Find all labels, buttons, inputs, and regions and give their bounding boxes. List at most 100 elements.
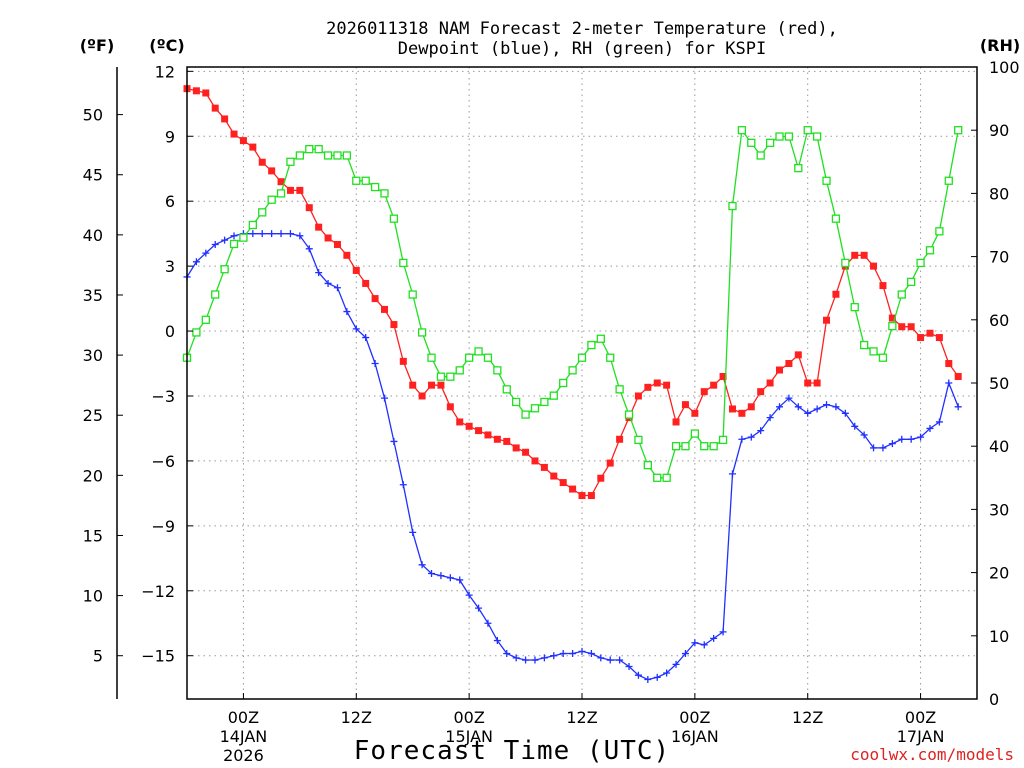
temperature-point [503, 437, 511, 445]
celsius-axis-label: (ºC) [149, 36, 184, 55]
temperature-point [653, 379, 661, 387]
temperature-point [879, 282, 887, 290]
temperature-point [221, 115, 229, 123]
rh-point [201, 315, 210, 324]
temperature-point [738, 409, 746, 417]
rh-point [662, 473, 671, 482]
dewpoint-point [625, 663, 633, 671]
rh-line [186, 128, 959, 479]
rh-point [756, 151, 765, 160]
rh-point [803, 126, 812, 135]
rh-point [728, 201, 737, 211]
dewpoint-point [211, 240, 219, 248]
dewpoint-point [907, 435, 915, 443]
rh-point [916, 258, 925, 268]
rh-point [643, 461, 652, 470]
rh-point [502, 385, 511, 394]
dewpoint-point [390, 437, 398, 445]
rh-point [784, 132, 794, 141]
x-tick-year: 2026 [223, 746, 264, 765]
rh-point [295, 151, 305, 160]
dewpoint-point [785, 394, 793, 402]
temperature-point [484, 431, 492, 439]
series-layer [182, 85, 963, 684]
rh-point [765, 138, 775, 147]
rh-point [248, 220, 257, 230]
celsius-tick-label: −3 [151, 387, 175, 406]
temperature-point [691, 409, 699, 417]
rh-point [427, 353, 436, 362]
dewpoint-point [512, 654, 520, 662]
dewpoint-point [277, 230, 285, 238]
temperature-point [371, 295, 379, 303]
dewpoint-point [728, 470, 736, 478]
rh-tick-label: 50 [989, 374, 1009, 393]
rh-point [474, 347, 483, 356]
temperature-point [860, 251, 868, 259]
temperature-point [512, 444, 520, 452]
temperature-point [249, 143, 257, 151]
dewpoint-point [324, 279, 332, 287]
rh-point [690, 429, 700, 438]
dewpoint-point [757, 427, 765, 435]
temperature-point [700, 388, 708, 396]
rh-point [812, 132, 822, 141]
dewpoint-point [644, 676, 652, 684]
fahrenheit-tick-label: 15 [83, 526, 103, 545]
chart-title-line2: Dewpoint (blue), RH (green) for KSPI [398, 39, 766, 59]
rh-point [841, 258, 850, 268]
temperature-point [785, 360, 793, 368]
temperature-point [428, 381, 436, 389]
temperature-point [672, 418, 680, 426]
dewpoint-point [221, 236, 229, 244]
rh-point [446, 372, 455, 381]
rh-point [944, 176, 953, 185]
rh-point [229, 239, 239, 249]
temperature-point [813, 379, 821, 387]
x-tick-label: 00Z [453, 708, 484, 727]
temperature-point [409, 381, 417, 389]
temperature-point [286, 186, 294, 194]
rh-point [587, 340, 596, 350]
temperature-point [305, 204, 313, 212]
rh-point [211, 290, 220, 299]
temperature-point [644, 383, 652, 391]
fahrenheit-tick-label: 30 [83, 346, 103, 365]
fahrenheit-tick-label: 20 [83, 466, 103, 485]
fahrenheit-tick-label: 35 [83, 286, 103, 305]
rh-point [521, 410, 530, 419]
x-tick-label: 12Z [341, 708, 372, 727]
rh-point [389, 214, 399, 223]
temperature-point [381, 305, 388, 313]
dewpoint-point [898, 435, 906, 443]
x-tick-label: 00Z [905, 708, 936, 727]
temperature-point [192, 87, 200, 95]
dewpoint-point [559, 650, 567, 658]
x-tick-date: 16JAN [671, 727, 719, 746]
temperature-point [277, 178, 285, 186]
temperature-point [569, 485, 577, 493]
temperature-point [390, 321, 398, 329]
rh-point [530, 404, 540, 413]
dewpoint-point [672, 660, 680, 668]
dewpoint-point [493, 637, 501, 645]
fahrenheit-axis-label: (ºF) [80, 36, 115, 55]
rh-point [859, 340, 869, 350]
fahrenheit-tick-label: 25 [83, 406, 103, 425]
temperature-point [550, 472, 558, 480]
temperature-point [324, 234, 332, 242]
rh-point [897, 290, 906, 299]
rh-tick-label: 100 [989, 58, 1020, 77]
celsius-tick-label: 3 [165, 257, 175, 276]
dewpoint-point [794, 403, 802, 411]
temperature-point [935, 334, 943, 342]
x-axis-title: Forecast Time (UTC) [354, 736, 670, 766]
temperature-point [898, 323, 906, 331]
rh-point [333, 151, 342, 160]
temperature-point [559, 479, 567, 487]
rh-point [624, 410, 634, 419]
rh-point [671, 442, 681, 451]
temperature-point [681, 401, 689, 409]
temperature-point [917, 334, 925, 342]
